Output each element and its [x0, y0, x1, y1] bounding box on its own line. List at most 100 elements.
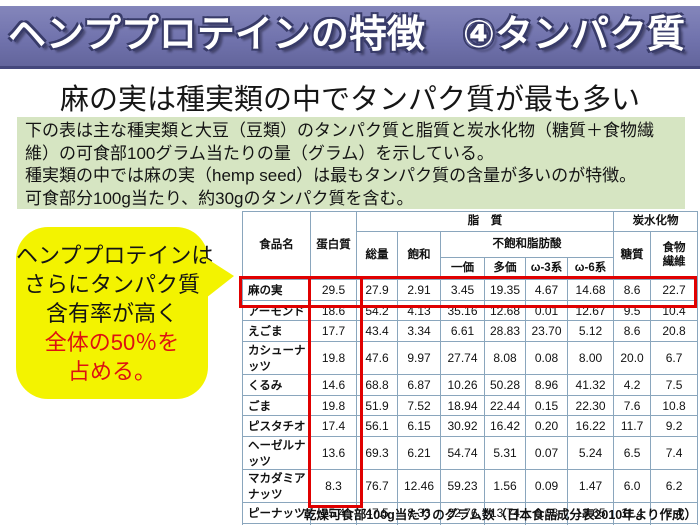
header-sugar: 糖質 — [613, 231, 652, 280]
mono-cell: 3.45 — [440, 279, 485, 301]
poly-cell: 5.31 — [484, 436, 526, 471]
table-row: マカダミアナッツ 8.3 76.7 12.46 59.23 1.56 0.09 … — [242, 469, 699, 504]
fat-total-cell: 47.6 — [356, 341, 398, 376]
protein-cell: 29.5 — [310, 279, 357, 301]
omega3-cell: 8.96 — [525, 374, 568, 396]
header-poly: 多価 — [484, 257, 526, 280]
fiber-cell: 7.4 — [650, 436, 699, 471]
fiber-cell: 17.1 — [650, 522, 699, 525]
food-name-cell: ピーナッツ — [242, 502, 311, 524]
food-name-cell: ヘーゼルナッツ — [242, 436, 311, 471]
fat-total-cell: 51.9 — [356, 394, 398, 417]
poly-cell: 22.44 — [484, 394, 526, 417]
protein-cell: 13.6 — [310, 436, 357, 471]
mono-cell: 18.94 — [440, 394, 485, 417]
fat-total-cell: 43.4 — [356, 320, 398, 343]
fiber-cell: 6.2 — [650, 469, 699, 504]
omega6-cell: 8.00 — [566, 341, 615, 376]
protein-cell: 19.8 — [310, 341, 357, 376]
callout-tail-icon — [206, 258, 234, 298]
table-row: ごま 19.8 51.9 7.52 18.94 22.44 0.15 22.30… — [242, 394, 699, 417]
sugar-cell: 8.6 — [613, 320, 652, 343]
table-row: アーモンド 18.6 54.2 4.13 35.16 12.68 0.01 12… — [242, 299, 699, 322]
omega6-cell: 5.24 — [566, 436, 615, 471]
header-omega3: ω-3系 — [525, 257, 568, 280]
subtitle: 麻の実は種実類の中でタンパク質が最も多い — [59, 84, 640, 116]
header-saturated: 飽和 — [397, 231, 441, 280]
omega6-cell: 1.47 — [566, 469, 615, 504]
nutrition-table: 食品名 蛋白質 脂 質 炭水化物 総量 飽和 不飽和脂肪酸 糖質 食物繊維 一価… — [242, 211, 699, 525]
fiber-cell: 7.5 — [650, 374, 699, 396]
header-omega6: ω-6系 — [566, 257, 615, 280]
fat-total-cell: 76.7 — [356, 469, 398, 504]
description-line-3: 可食部分100g当たり、約30gのタンパク質を含む。 — [25, 188, 414, 208]
mono-cell: 10.26 — [440, 374, 485, 396]
header-food: 食品名 — [242, 211, 311, 280]
omega6-cell: 8.62 — [566, 522, 615, 525]
food-name-cell: ピスタチオ — [242, 415, 311, 438]
sugar-cell: 8.6 — [613, 279, 652, 301]
omega3-cell: 0.09 — [525, 469, 568, 504]
header-fat-total: 総量 — [356, 231, 398, 280]
saturated-cell: 3.34 — [397, 320, 441, 343]
mono-cell: 35.16 — [440, 299, 485, 322]
sugar-cell: 9.5 — [613, 299, 652, 322]
table-row: ピスタチオ 17.4 56.1 6.15 30.92 16.42 0.20 16… — [242, 415, 699, 438]
callout-bubble: ヘンププロテインは さらにタンパク質 含有率が高く 全体の50％を 占める。 — [16, 227, 234, 399]
poly-cell: 19.35 — [484, 279, 526, 301]
omega3-cell: 23.70 — [525, 320, 568, 343]
omega3-cell: 0.15 — [525, 394, 568, 417]
omega6-cell: 16.22 — [566, 415, 615, 438]
fat-total-cell: 27.9 — [356, 279, 398, 301]
sugar-cell: 20.0 — [613, 341, 652, 376]
food-name-cell: えごま — [242, 320, 311, 343]
omega3-cell: 0.08 — [525, 341, 568, 376]
sugar-cell: 7.6 — [613, 394, 652, 417]
saturated-cell: 12.46 — [397, 469, 441, 504]
mono-cell: 22.76 — [440, 502, 485, 524]
header-carb-group: 炭水化物 — [613, 211, 699, 232]
poly-cell: 28.83 — [484, 320, 526, 343]
omega3-cell: 0.20 — [525, 415, 568, 438]
fiber-cell: 10.8 — [650, 394, 699, 417]
table-row: くるみ 14.6 68.8 6.87 10.26 50.28 8.96 41.3… — [242, 374, 699, 396]
protein-cell: 18.6 — [310, 299, 357, 322]
poly-cell: 12.68 — [484, 299, 526, 322]
protein-cell: 17.7 — [310, 320, 357, 343]
callout-line-3: 含有率が高く — [45, 301, 178, 326]
saturated-cell: 4.13 — [397, 299, 441, 322]
callout-line-1: ヘンププロテインは — [16, 243, 214, 268]
mono-cell: 59.23 — [440, 469, 485, 504]
description-line-2: 種実類の中では麻の実（hemp seed）は最もタンパク質の含量が多いのが特徴。 — [25, 166, 637, 185]
saturated-cell: 9.97 — [397, 341, 441, 376]
sugar-cell: 6.0 — [613, 469, 652, 504]
sugar-cell: 11.7 — [613, 415, 652, 438]
omega3-cell: 4.67 — [525, 279, 568, 301]
omega6-cell: 12.67 — [566, 299, 615, 322]
poly-cell: 50.28 — [484, 374, 526, 396]
slide-title: ヘンププロテインの特徴 ④タンパク質 — [8, 14, 686, 56]
table-footnote: 乾燥可食部100g当たりのグラム数（日本食品成分表2010年より作成） — [303, 508, 697, 522]
protein-cell: 8.3 — [310, 469, 357, 504]
fiber-cell: 9.2 — [650, 415, 699, 438]
sugar-cell: 4.2 — [613, 374, 652, 396]
callout-line-4: 全体の50％を — [44, 330, 180, 355]
saturated-cell: 6.15 — [397, 415, 441, 438]
header-fat-group: 脂 質 — [355, 211, 615, 232]
table-row: 大豆 35.3 19.0 2.59 3.66 10.41 1.79 8.62 1… — [242, 522, 699, 525]
omega3-cell: 0.07 — [525, 436, 568, 471]
table-row: ピーナッツ 25.4 47.5 8.33 22.76 13.74 0.08 13… — [242, 502, 699, 524]
description-box: 下の表は主な種実類と大豆（豆類）のタンパク質と脂質と炭水化物（糖質＋食物繊維）の… — [17, 117, 685, 209]
description-line-1: 下の表は主な種実類と大豆（豆類）のタンパク質と脂質と炭水化物（糖質＋食物繊維）の… — [25, 121, 654, 163]
food-name-cell: 麻の実 — [242, 279, 311, 301]
food-name-cell: ごま — [242, 394, 311, 417]
table-row: ヘーゼルナッツ 13.6 69.3 6.21 54.74 5.31 0.07 5… — [242, 436, 699, 471]
food-name-cell: マカダミアナッツ — [242, 469, 311, 504]
omega6-cell: 22.30 — [566, 394, 615, 417]
poly-cell: 1.56 — [484, 469, 526, 504]
food-name-cell: アーモンド — [242, 299, 311, 322]
fiber-cell: 6.7 — [650, 341, 699, 376]
fiber-cell: 10.4 — [650, 299, 699, 322]
header-mono: 一価 — [440, 257, 485, 280]
